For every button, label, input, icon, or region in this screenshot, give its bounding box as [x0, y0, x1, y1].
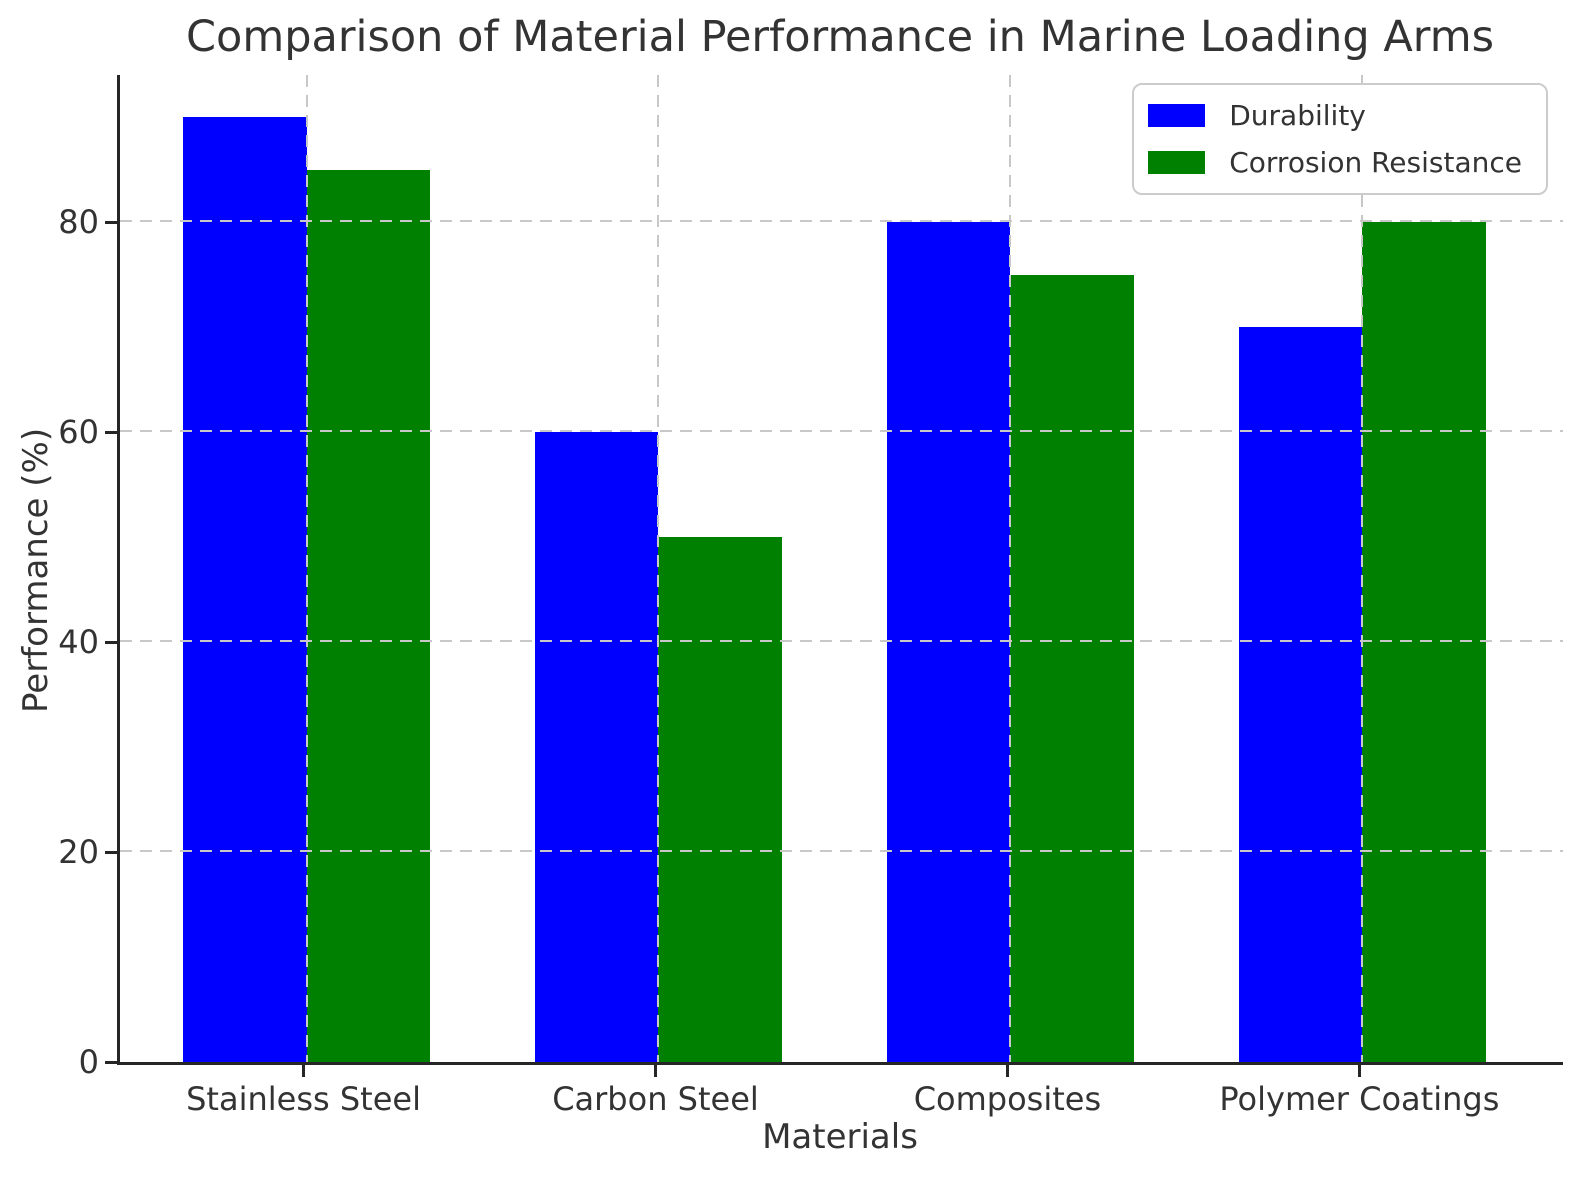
bar-corrosion-resistance-composites	[1010, 274, 1134, 1062]
legend-item-durability: Durability	[1148, 99, 1522, 132]
x-axis-label: Materials	[762, 1117, 918, 1157]
y-tick-label-40: 40	[58, 623, 99, 661]
y-tick-label-80: 80	[58, 203, 99, 241]
legend-swatch-corrosion-resistance-icon	[1148, 151, 1206, 174]
chart-title: Comparison of Material Performance in Ma…	[185, 12, 1494, 62]
bar-durability-carbon-steel	[535, 432, 659, 1062]
x-tick-mark	[653, 1065, 657, 1077]
x-tick-mark	[1357, 1065, 1361, 1077]
y-tick-mark	[105, 430, 117, 434]
legend-swatch-durability-icon	[1148, 104, 1206, 127]
y-tick-mark	[105, 850, 117, 854]
legend-label-corrosion-resistance: Corrosion Resistance	[1229, 146, 1522, 179]
bar-durability-stainless-steel	[183, 117, 307, 1062]
bar-durability-polymer-coatings	[1239, 327, 1363, 1062]
plot-area: Durability Corrosion Resistance	[117, 75, 1563, 1065]
y-tick-mark	[105, 220, 117, 224]
bar-corrosion-resistance-polymer-coatings	[1362, 222, 1486, 1062]
bar-corrosion-resistance-stainless-steel	[306, 169, 430, 1062]
x-tick-label-stainless-steel: Stainless Steel	[186, 1080, 421, 1118]
x-tick-mark	[302, 1065, 306, 1077]
y-tick-label-60: 60	[58, 413, 99, 451]
x-tick-label-polymer-coatings: Polymer Coatings	[1219, 1080, 1500, 1118]
y-tick-mark	[105, 640, 117, 644]
y-tick-label-0: 0	[78, 1043, 99, 1081]
bars-layer	[120, 75, 1563, 1062]
x-tick-mark	[1005, 1065, 1009, 1077]
bar-durability-composites	[887, 222, 1011, 1062]
y-tick-label-20: 20	[58, 833, 99, 871]
legend: Durability Corrosion Resistance	[1132, 83, 1548, 195]
x-tick-label-composites: Composites	[913, 1080, 1102, 1118]
y-tick-mark	[105, 1060, 117, 1064]
x-tick-label-carbon-steel: Carbon Steel	[552, 1080, 759, 1118]
bar-corrosion-resistance-carbon-steel	[658, 537, 782, 1062]
legend-item-corrosion-resistance: Corrosion Resistance	[1148, 146, 1522, 179]
legend-label-durability: Durability	[1229, 99, 1366, 132]
